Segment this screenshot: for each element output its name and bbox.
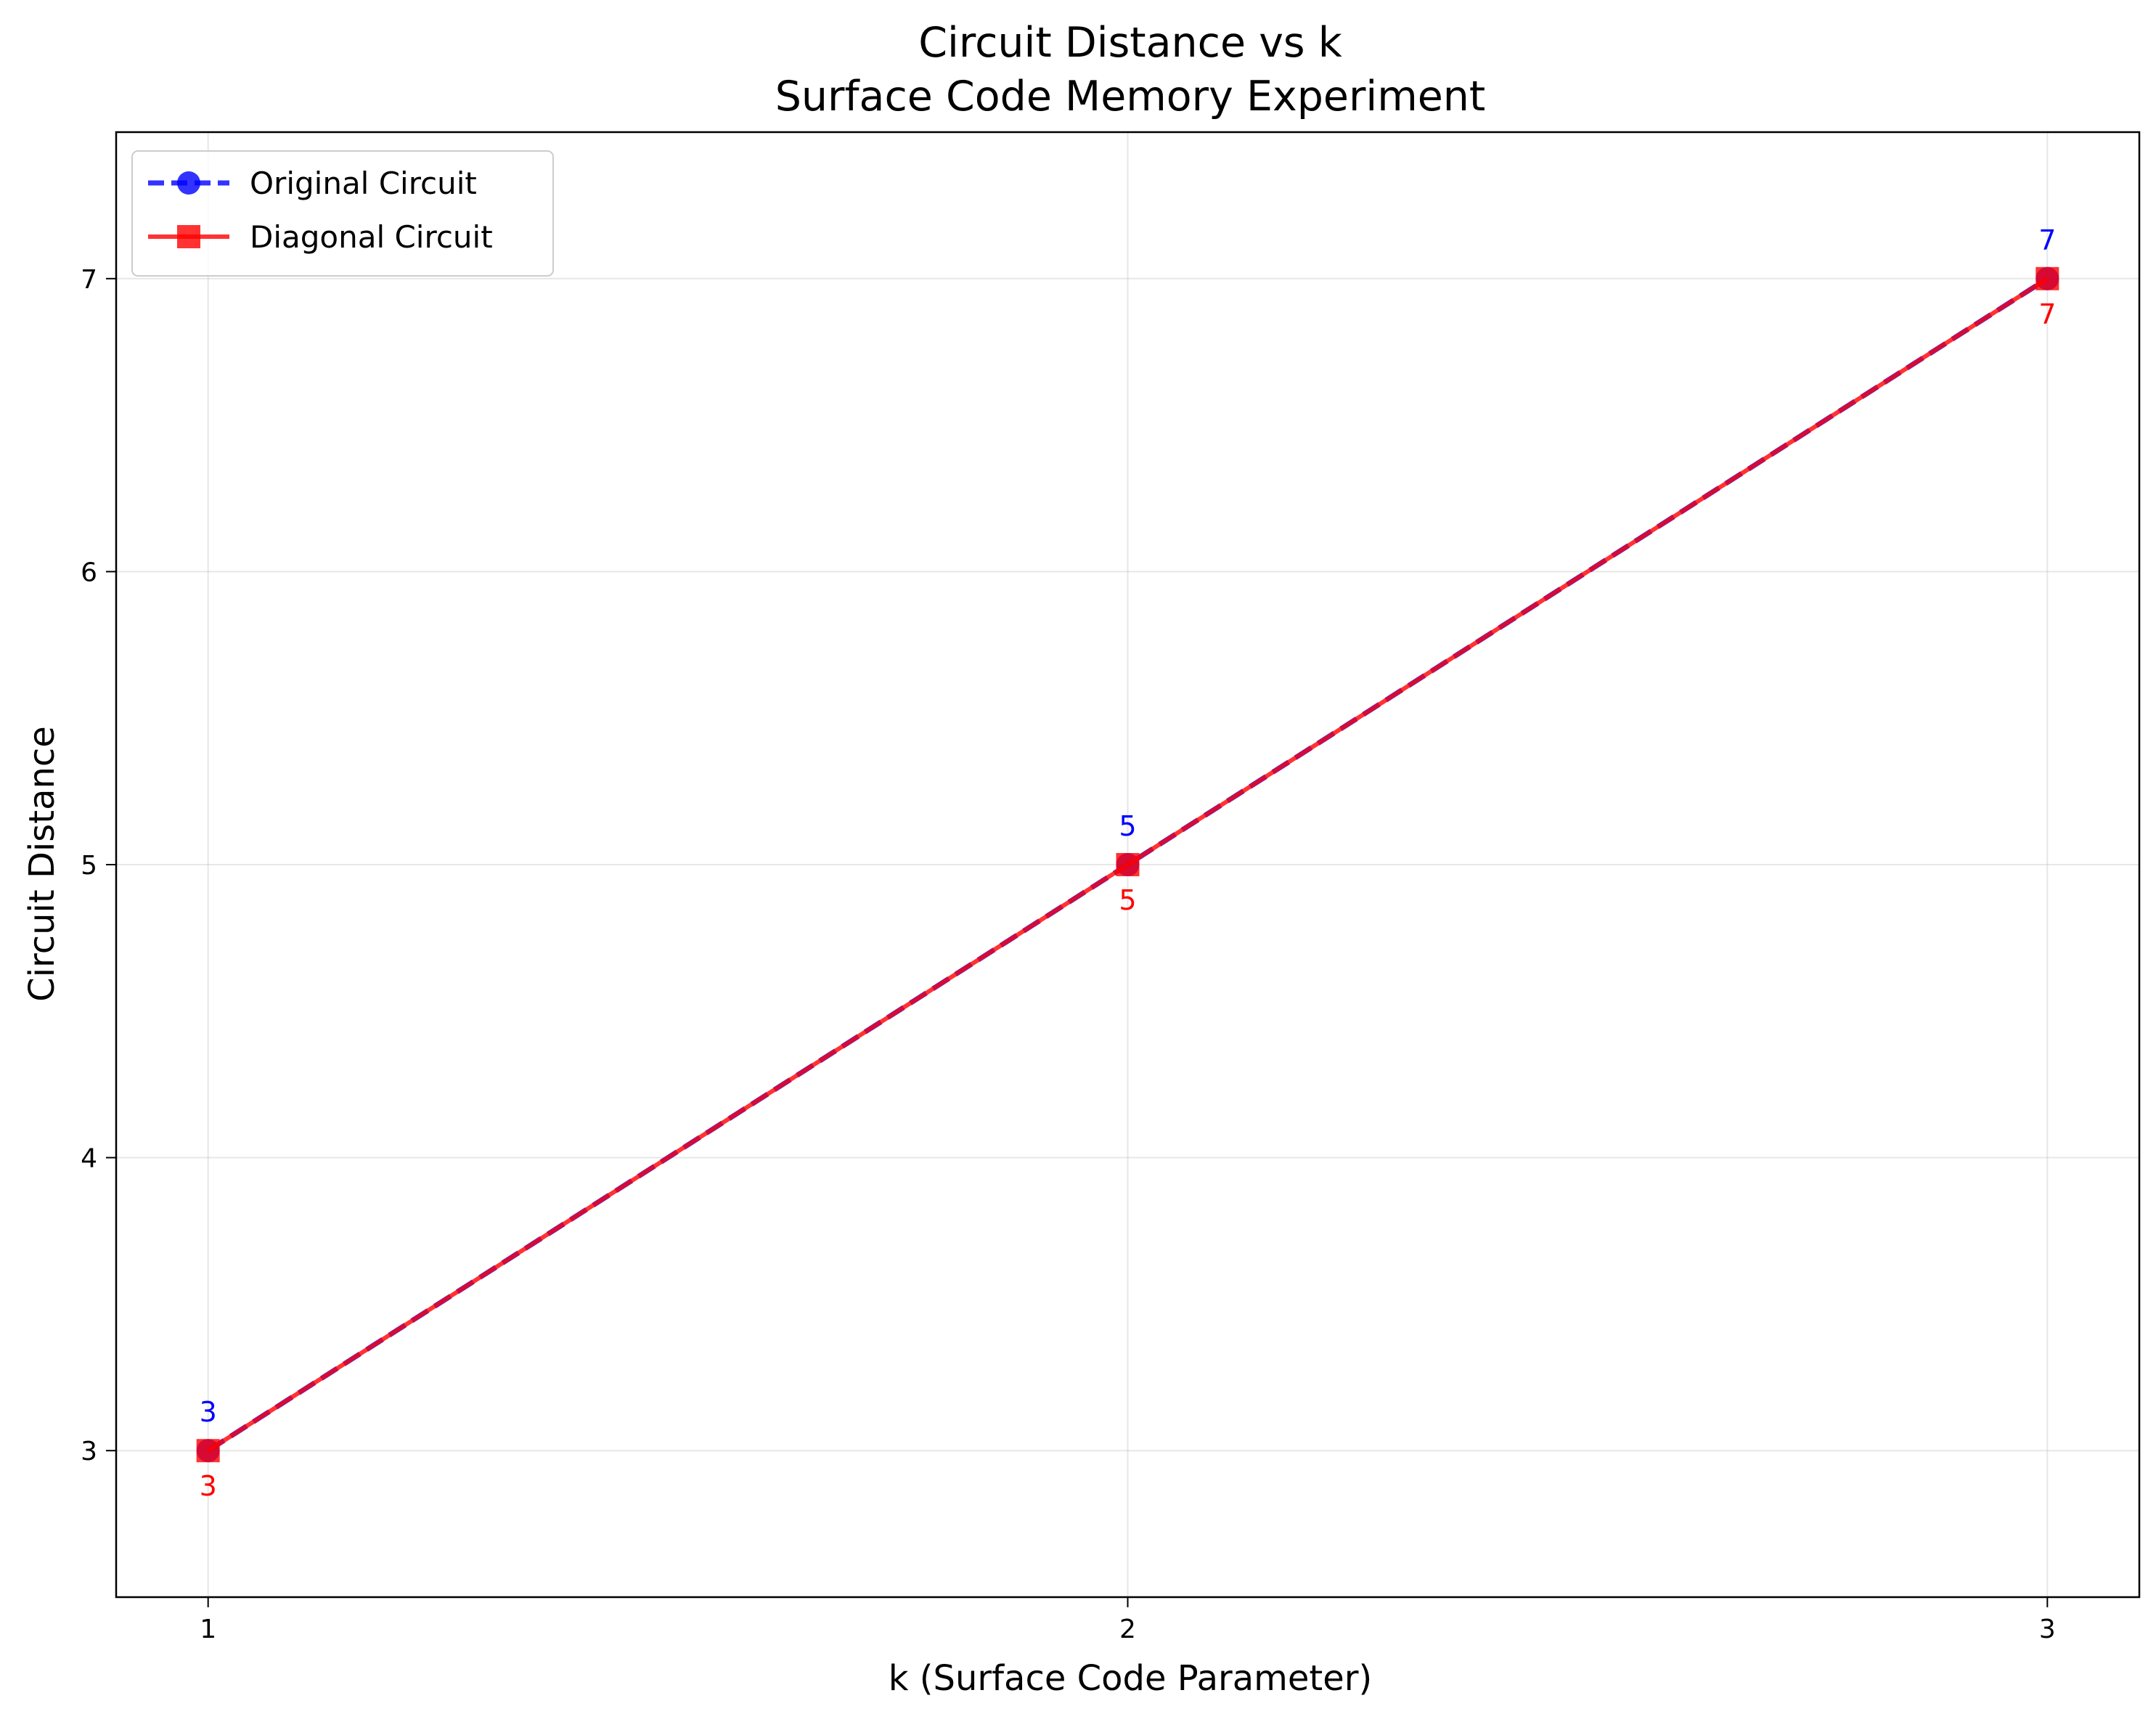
y-tick-label: 5 xyxy=(81,851,97,881)
series-1-point-1 xyxy=(1116,853,1140,876)
y-tick-label: 7 xyxy=(81,265,97,295)
series-1-data-label-1: 5 xyxy=(1119,884,1136,916)
series-0-data-label-0: 3 xyxy=(200,1396,217,1428)
legend-label-0: Original Circuit xyxy=(250,166,477,201)
legend-box xyxy=(131,150,554,277)
x-axis-label: k (Surface Code Parameter) xyxy=(889,1658,1373,1699)
series-1-data-label-0: 3 xyxy=(200,1470,217,1502)
legend-marker-0 xyxy=(177,171,200,195)
chart-title: Circuit Distance vs k xyxy=(918,19,1342,67)
plot-area: 3 5 7 3 5 7 xyxy=(115,131,2141,1599)
chart-subtitle: Surface Code Memory Experiment xyxy=(775,73,1486,121)
legend-label-1: Diagonal Circuit xyxy=(250,219,493,255)
x-tick-label: 2 xyxy=(1119,1615,1136,1644)
series-1-point-0 xyxy=(196,1439,220,1463)
series-1-point-2 xyxy=(2035,266,2059,290)
x-tick-label: 3 xyxy=(2039,1615,2056,1644)
series-layer xyxy=(196,266,2059,1463)
data-label-layer: 3 5 7 3 5 7 xyxy=(200,224,2057,1502)
y-axis-ticks: 3 4 5 6 7 xyxy=(81,265,116,1466)
y-tick-label: 4 xyxy=(81,1144,97,1174)
legend: Original Circuit Diagonal Circuit xyxy=(131,150,554,277)
y-tick-label: 3 xyxy=(81,1437,97,1466)
series-0-data-label-1: 5 xyxy=(1119,810,1136,842)
series-1-data-label-2: 7 xyxy=(2038,298,2056,330)
x-axis-ticks: 1 2 3 xyxy=(200,1597,2056,1644)
y-axis-label: Circuit Distance xyxy=(22,726,62,1002)
x-tick-label: 1 xyxy=(200,1615,216,1644)
y-tick-label: 6 xyxy=(81,558,97,587)
series-0-data-label-2: 7 xyxy=(2038,224,2056,256)
legend-marker-1 xyxy=(177,225,200,248)
